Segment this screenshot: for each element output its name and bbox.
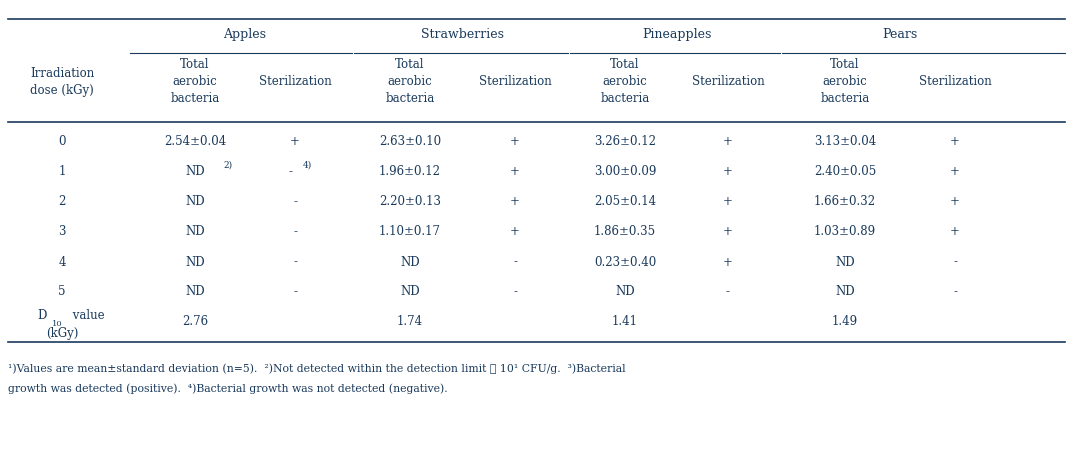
Text: ND: ND — [400, 255, 420, 269]
Text: ND: ND — [835, 286, 855, 298]
Text: 0: 0 — [58, 135, 65, 149]
Text: -: - — [953, 255, 957, 269]
Text: growth was detected (positive).  ⁴)Bacterial growth was not detected (negative).: growth was detected (positive). ⁴)Bacter… — [8, 383, 447, 394]
Text: Total
aerobic
bacteria: Total aerobic bacteria — [171, 59, 220, 106]
Text: -: - — [293, 195, 297, 209]
Text: Sterilization: Sterilization — [918, 76, 991, 88]
Text: 2): 2) — [223, 160, 232, 169]
Text: 2.76: 2.76 — [182, 315, 208, 329]
Text: 2.20±0.13: 2.20±0.13 — [379, 195, 441, 209]
Text: 1.03±0.89: 1.03±0.89 — [814, 226, 876, 238]
Text: 2.63±0.10: 2.63±0.10 — [379, 135, 441, 149]
Text: -: - — [953, 286, 957, 298]
Text: +: + — [950, 166, 960, 178]
Text: D: D — [38, 310, 47, 322]
Text: ND: ND — [186, 255, 205, 269]
Text: Sterilization: Sterilization — [259, 76, 332, 88]
Text: ND: ND — [835, 255, 855, 269]
Text: 4: 4 — [58, 255, 65, 269]
Text: +: + — [290, 135, 300, 149]
Text: 1.41: 1.41 — [612, 315, 638, 329]
Text: +: + — [723, 195, 733, 209]
Text: value: value — [69, 310, 105, 322]
Text: ND: ND — [186, 166, 205, 178]
Text: 2.40±0.05: 2.40±0.05 — [814, 166, 877, 178]
Text: Apples: Apples — [223, 28, 266, 42]
Text: Total
aerobic
bacteria: Total aerobic bacteria — [385, 59, 435, 106]
Text: Pears: Pears — [882, 28, 917, 42]
Text: Irradiation
dose (kGy): Irradiation dose (kGy) — [30, 67, 94, 97]
Text: Sterilization: Sterilization — [479, 76, 552, 88]
Text: -: - — [293, 255, 297, 269]
Text: 1.49: 1.49 — [832, 315, 858, 329]
Text: 5: 5 — [58, 286, 65, 298]
Text: 0.23±0.40: 0.23±0.40 — [593, 255, 656, 269]
Text: -: - — [513, 286, 517, 298]
Text: 1.66±0.32: 1.66±0.32 — [814, 195, 876, 209]
Text: +: + — [510, 135, 520, 149]
Text: ¹)Values are mean±standard deviation (n=5).  ²)Not detected within the detection: ¹)Values are mean±standard deviation (n=… — [8, 363, 626, 374]
Text: +: + — [723, 226, 733, 238]
Text: +: + — [723, 255, 733, 269]
Text: -: - — [513, 255, 517, 269]
Text: -: - — [293, 286, 297, 298]
Text: 1.74: 1.74 — [397, 315, 423, 329]
Text: +: + — [510, 226, 520, 238]
Text: ND: ND — [186, 286, 205, 298]
Text: -: - — [726, 286, 730, 298]
Text: ND: ND — [186, 226, 205, 238]
Text: Strawberries: Strawberries — [421, 28, 504, 42]
Text: +: + — [510, 195, 520, 209]
Text: 3.13±0.04: 3.13±0.04 — [814, 135, 877, 149]
Text: ND: ND — [615, 286, 635, 298]
Text: 3: 3 — [58, 226, 65, 238]
Text: +: + — [510, 166, 520, 178]
Text: Total
aerobic
bacteria: Total aerobic bacteria — [821, 59, 869, 106]
Text: +: + — [950, 226, 960, 238]
Text: 1.96±0.12: 1.96±0.12 — [379, 166, 441, 178]
Text: Total
aerobic
bacteria: Total aerobic bacteria — [601, 59, 649, 106]
Text: 3.00±0.09: 3.00±0.09 — [593, 166, 657, 178]
Text: 4): 4) — [303, 160, 312, 169]
Text: -: - — [288, 166, 292, 178]
Text: ND: ND — [186, 195, 205, 209]
Text: 10: 10 — [52, 320, 62, 328]
Text: Pineapples: Pineapples — [642, 28, 711, 42]
Text: 2.54±0.04: 2.54±0.04 — [164, 135, 226, 149]
Text: 1.86±0.35: 1.86±0.35 — [594, 226, 656, 238]
Text: -: - — [293, 226, 297, 238]
Text: (kGy): (kGy) — [46, 328, 78, 340]
Text: +: + — [723, 166, 733, 178]
Text: ND: ND — [400, 286, 420, 298]
Text: +: + — [950, 135, 960, 149]
Text: 2.05±0.14: 2.05±0.14 — [594, 195, 656, 209]
Text: 1: 1 — [58, 166, 65, 178]
Text: 1.10±0.17: 1.10±0.17 — [379, 226, 441, 238]
Text: 2: 2 — [58, 195, 65, 209]
Text: Sterilization: Sterilization — [692, 76, 764, 88]
Text: +: + — [950, 195, 960, 209]
Text: +: + — [723, 135, 733, 149]
Text: 3.26±0.12: 3.26±0.12 — [594, 135, 656, 149]
